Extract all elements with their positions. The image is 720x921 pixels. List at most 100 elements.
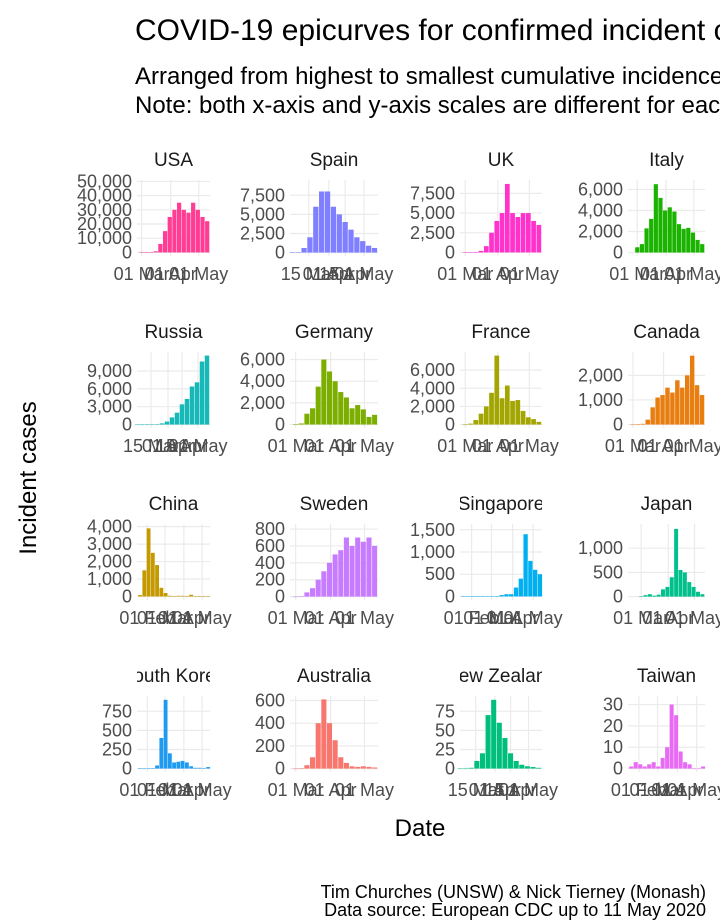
bar xyxy=(348,229,354,253)
x-tick-label: 01 May xyxy=(335,436,394,456)
bar xyxy=(366,416,372,425)
bar xyxy=(197,767,202,769)
y-tick-label: 2,000 xyxy=(410,396,455,416)
x-tick-label: 01 Mar xyxy=(463,608,519,628)
y-tick-label: 750 xyxy=(102,701,132,721)
panel-title: China xyxy=(149,494,199,515)
bar xyxy=(336,214,342,253)
bar xyxy=(371,247,378,253)
bar xyxy=(504,594,509,597)
bar xyxy=(295,252,301,253)
y-tick-label: 400 xyxy=(255,553,285,573)
x-tick-label: 01 Apr xyxy=(158,780,210,800)
bar xyxy=(304,765,310,769)
bar xyxy=(635,424,641,425)
bar xyxy=(694,385,700,425)
bar xyxy=(462,252,468,253)
bar xyxy=(134,424,140,426)
bar xyxy=(685,375,690,425)
x-axis-title: Date xyxy=(395,815,446,842)
bar xyxy=(473,252,479,253)
x-tick-label: 01 Mar xyxy=(609,264,665,284)
panel-title: Japan xyxy=(641,494,693,515)
bar xyxy=(180,760,185,769)
x-tick-label: 01 Mar xyxy=(137,608,193,628)
y-tick-label: 10 xyxy=(603,737,623,757)
x-tick-label: 01 Mar xyxy=(268,780,324,800)
bar xyxy=(518,578,523,597)
x-tick-label: 01 Apr xyxy=(487,608,539,628)
x-tick-label: 01 May xyxy=(173,608,232,628)
y-tick-label: 1,500 xyxy=(410,520,455,540)
x-tick-label: 01 May xyxy=(664,264,720,284)
y-tick-label: 200 xyxy=(255,736,285,756)
bar xyxy=(528,560,533,597)
bar xyxy=(658,197,663,253)
bar xyxy=(360,766,366,769)
bar xyxy=(197,596,202,597)
bar xyxy=(491,699,497,769)
bar xyxy=(700,244,705,253)
bar xyxy=(199,361,205,425)
bar xyxy=(504,385,510,425)
bar xyxy=(304,413,310,425)
bar xyxy=(508,753,514,769)
bar xyxy=(479,753,485,769)
bar xyxy=(485,715,491,769)
bar xyxy=(164,421,170,425)
x-tick-label: 01 Feb xyxy=(611,780,667,800)
bar xyxy=(372,545,378,597)
bar xyxy=(639,244,645,253)
bar xyxy=(494,596,500,597)
bar xyxy=(496,722,502,769)
bar xyxy=(510,213,515,253)
bar xyxy=(167,753,172,769)
bar xyxy=(172,762,177,769)
x-tick-label: 01 May xyxy=(500,264,559,284)
bar xyxy=(701,766,706,769)
bar xyxy=(525,417,531,425)
bar xyxy=(138,768,142,769)
bar xyxy=(343,762,349,769)
bar xyxy=(321,359,327,425)
bar xyxy=(499,595,504,597)
bar xyxy=(489,392,494,425)
y-tick-label: 500 xyxy=(102,720,132,740)
bar xyxy=(504,183,510,253)
bar xyxy=(536,767,542,769)
bar xyxy=(531,220,536,253)
bar xyxy=(355,766,361,769)
bar xyxy=(360,241,366,253)
bar xyxy=(647,594,652,597)
x-tick-label: 01 May xyxy=(335,780,394,800)
bar xyxy=(172,209,177,253)
y-tick-label: 20,000 xyxy=(77,214,132,234)
y-tick-label: 6,000 xyxy=(240,350,285,370)
bar xyxy=(365,245,372,253)
y-tick-label: 4,000 xyxy=(578,200,623,220)
panel-title: USA xyxy=(154,150,193,171)
y-tick-label: 3,000 xyxy=(87,534,132,554)
panel-title: Singapore xyxy=(458,494,545,515)
y-tick-label: 4,000 xyxy=(410,378,455,398)
panel-title: Spain xyxy=(310,150,359,171)
y-tick-label: 4,000 xyxy=(240,371,285,391)
y-tick-label: 0 xyxy=(275,415,285,435)
bar xyxy=(696,591,700,597)
y-tick-label: 30 xyxy=(603,695,623,715)
x-tick-label: 01 Apr xyxy=(305,436,357,456)
bar xyxy=(531,419,536,425)
x-tick-label: 01 Mar xyxy=(114,264,170,284)
bar xyxy=(665,586,670,597)
bar xyxy=(645,419,650,425)
bar xyxy=(310,757,316,769)
bar xyxy=(519,764,525,769)
panel-title: UK xyxy=(488,150,515,171)
x-tick-label: 15 Apr xyxy=(319,264,371,284)
bar xyxy=(494,355,500,425)
